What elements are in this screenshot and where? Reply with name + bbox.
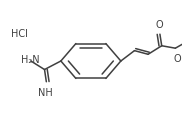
- Text: NH: NH: [38, 88, 53, 98]
- Text: H₂N: H₂N: [21, 55, 39, 65]
- Text: O: O: [155, 20, 163, 30]
- Text: HCl: HCl: [11, 29, 28, 39]
- Text: O: O: [173, 54, 181, 64]
